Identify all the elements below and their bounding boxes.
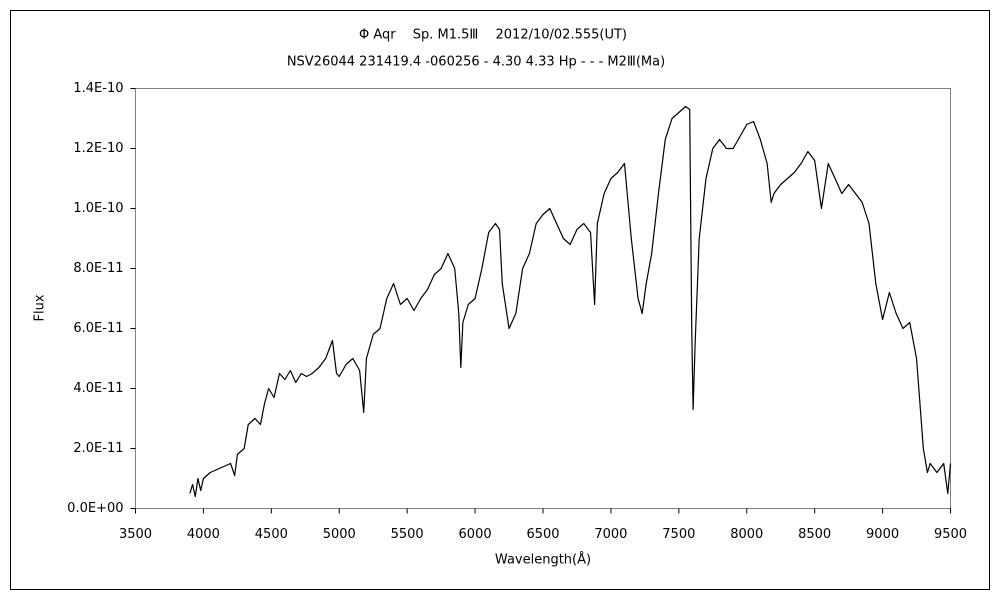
x-tick-label: 8500: [798, 527, 831, 542]
x-tick-label: 7000: [594, 527, 627, 542]
x-tick-label: 5000: [323, 527, 356, 542]
spectrum-line: [189, 105, 952, 498]
x-tick-label: 9000: [866, 527, 899, 542]
x-tick-label: 4500: [255, 527, 288, 542]
y-tick-label: 4.0E-11: [73, 381, 123, 396]
chart-frame: [10, 10, 990, 590]
y-tick-label: 1.4E-10: [73, 81, 123, 96]
y-tick-label: 0.0E+00: [67, 501, 123, 516]
y-tick-label: 1.0E-10: [73, 201, 123, 216]
x-tick-label: 9500: [934, 527, 967, 542]
x-axis-label: Wavelength(Å): [495, 552, 591, 568]
chart-title: Φ Aqr Sp. M1.5Ⅲ 2012/10/02.555(UT): [359, 28, 627, 43]
chart-subtitle: NSV26044 231419.4 -060256 - 4.30 4.33 Hp…: [287, 55, 665, 70]
x-tick-label: 8000: [730, 527, 763, 542]
y-tick-label: 1.2E-10: [73, 141, 123, 156]
x-tick-label: 4000: [187, 527, 220, 542]
x-tick-label: 7500: [662, 527, 695, 542]
y-tick-label: 2.0E-11: [73, 441, 123, 456]
x-tick-label: 6500: [526, 527, 559, 542]
x-tick-label: 6000: [459, 527, 492, 542]
y-tick-label: 6.0E-11: [73, 321, 123, 336]
y-axis-label: Flux: [33, 294, 48, 321]
x-tick-label: 3500: [119, 527, 152, 542]
x-tick-label: 5500: [391, 527, 424, 542]
y-tick-label: 8.0E-11: [73, 261, 123, 276]
